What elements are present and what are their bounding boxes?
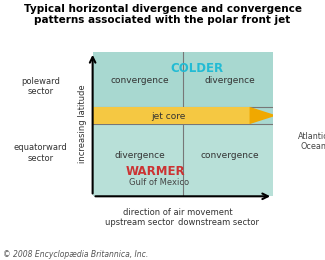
Text: upstream sector: upstream sector [105, 218, 174, 228]
Text: convergence: convergence [110, 76, 169, 85]
Text: convergence: convergence [201, 151, 259, 160]
Bar [93, 52, 273, 124]
Polygon shape [250, 107, 277, 124]
Text: Typical horizontal divergence and convergence
patterns associated with the polar: Typical horizontal divergence and conver… [23, 4, 302, 25]
Text: downstream sector: downstream sector [178, 218, 259, 228]
Text: equatorward
sector: equatorward sector [14, 143, 68, 163]
Text: Gulf of Mexico: Gulf of Mexico [129, 178, 189, 187]
Text: divergence: divergence [204, 76, 255, 85]
Text: WARMER: WARMER [126, 165, 186, 178]
Text: divergence: divergence [114, 151, 165, 160]
Text: increasing latitude: increasing latitude [78, 85, 87, 164]
Text: jet core: jet core [151, 112, 186, 121]
Text: © 2008 Encyclopædia Britannica, Inc.: © 2008 Encyclopædia Britannica, Inc. [3, 250, 149, 259]
Text: direction of air movement: direction of air movement [123, 208, 232, 217]
Text: Atlantic
Ocean: Atlantic Ocean [298, 132, 325, 151]
Text: poleward
sector: poleward sector [21, 77, 60, 96]
Bar [93, 124, 273, 196]
Text: COLDER: COLDER [171, 62, 224, 75]
Bar [93, 107, 250, 124]
